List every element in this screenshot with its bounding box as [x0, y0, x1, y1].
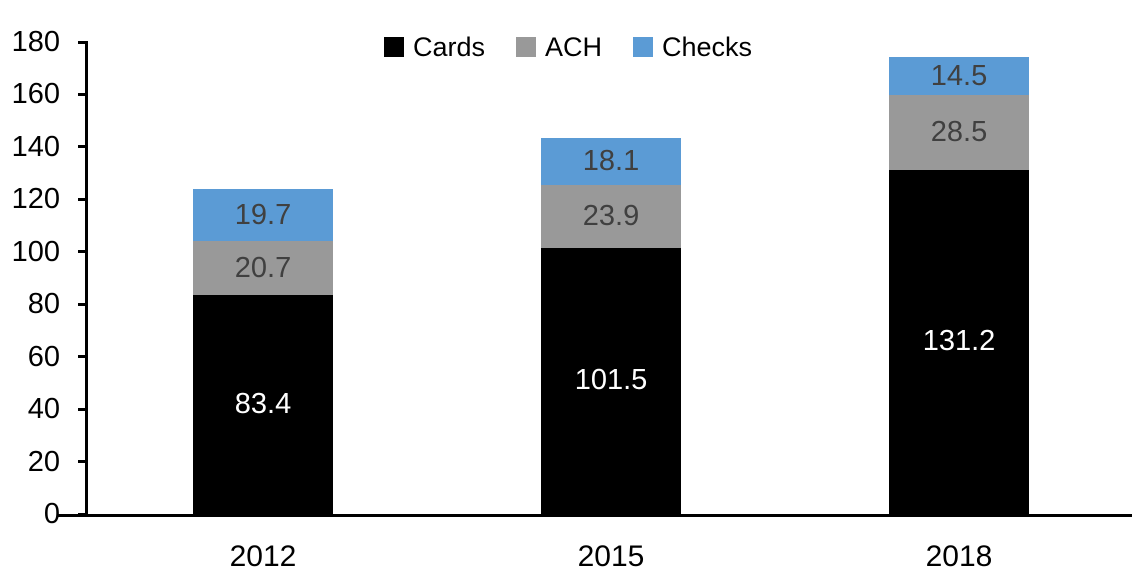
bar-segment-checks-2015: 18.1	[541, 137, 681, 186]
x-category-label: 2015	[577, 540, 645, 573]
y-tick-label: 160	[11, 78, 60, 111]
y-tick-label: 0	[43, 498, 60, 530]
bar-segment-checks-2012: 19.7	[193, 189, 333, 242]
data-label: 101.5	[574, 364, 648, 397]
bar-segment-ach-2018: 28.5	[889, 95, 1029, 170]
data-label: 28.5	[930, 116, 988, 149]
y-tick-label: 140	[11, 130, 60, 163]
data-label: 131.2	[922, 325, 996, 358]
y-tick-mark	[78, 250, 86, 254]
legend-label: Checks	[662, 32, 753, 62]
legend-label: Cards	[412, 32, 485, 62]
legend-item-checks: Checks	[633, 31, 752, 63]
y-tick-mark	[78, 145, 86, 149]
legend-item-ach: ACH	[515, 31, 602, 63]
y-tick-mark	[78, 355, 86, 359]
data-label: 23.9	[582, 200, 640, 232]
x-axis	[58, 514, 1132, 517]
data-label: 18.1	[582, 144, 640, 177]
y-tick-label: 80	[27, 288, 60, 321]
data-label: 14.5	[930, 59, 988, 92]
legend-swatch-icon	[383, 37, 404, 57]
x-category-label: 2018	[925, 540, 993, 573]
bar-segment-cards-2012: 83.4	[193, 295, 333, 514]
data-label: 83.4	[234, 388, 292, 421]
legend-swatch-icon	[633, 37, 653, 57]
data-label: 20.7	[234, 251, 292, 284]
y-tick-mark	[78, 92, 86, 96]
y-tick-label: 180	[11, 26, 60, 58]
y-tick-label: 120	[11, 183, 60, 216]
bar-segment-ach-2015: 23.9	[541, 185, 681, 248]
y-tick-mark	[78, 302, 86, 306]
data-label: 19.7	[234, 198, 292, 231]
y-tick-mark	[78, 407, 86, 411]
y-tick-label: 100	[11, 235, 60, 268]
y-tick-mark	[78, 460, 86, 464]
bar-segment-cards-2018: 131.2	[889, 169, 1029, 514]
bar-segment-cards-2015: 101.5	[541, 247, 681, 514]
chart-legend: Cards ACH Checks	[0, 31, 1136, 63]
legend-swatch-icon	[515, 37, 536, 57]
y-tick-label: 40	[27, 393, 60, 426]
bar-segment-checks-2018: 14.5	[889, 57, 1029, 96]
y-tick-label: 60	[27, 340, 60, 373]
y-axis	[85, 41, 88, 517]
y-tick-label: 20	[27, 445, 60, 478]
y-tick-mark	[78, 197, 86, 201]
y-tick-mark	[78, 512, 86, 516]
y-tick-mark	[78, 40, 86, 44]
x-category-label: 2012	[229, 540, 297, 573]
legend-item-cards: Cards	[383, 31, 485, 63]
bar-segment-ach-2012: 20.7	[193, 241, 333, 296]
legend-label: ACH	[544, 32, 602, 62]
